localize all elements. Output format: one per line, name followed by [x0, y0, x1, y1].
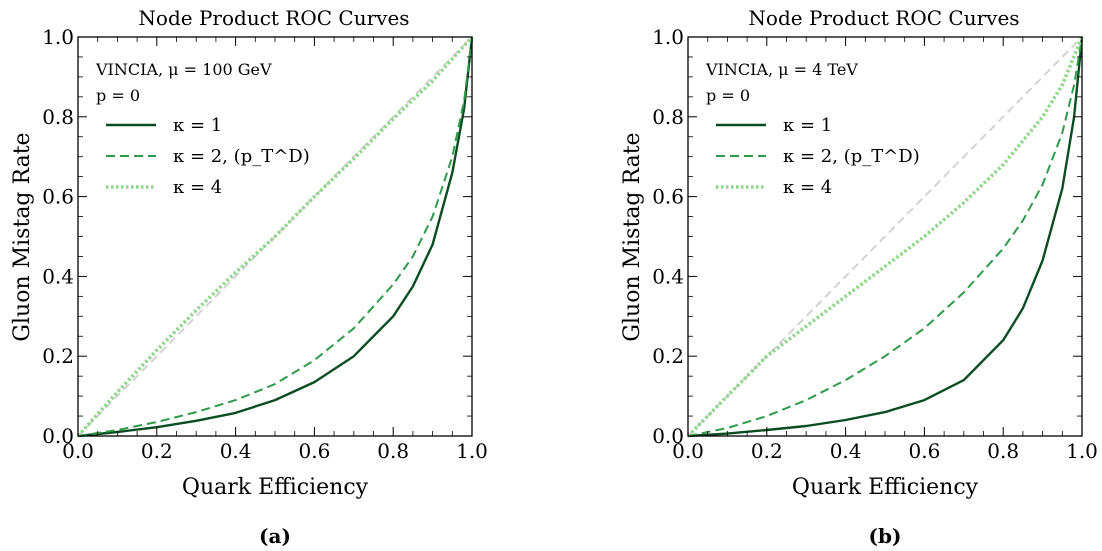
y-tick-label: 0.6: [42, 185, 74, 209]
y-tick-label: 0.6: [652, 185, 684, 209]
plot-lines: [76, 35, 474, 438]
plot-lines: [686, 36, 1084, 438]
x-tick-label: 0.2: [751, 439, 783, 463]
x-tick-label: 0.4: [830, 439, 862, 463]
subfigure-caption: (b): [869, 524, 902, 548]
legend-label-kappa-1: κ = 1: [173, 115, 222, 136]
series-line-kappa-2: [77, 36, 473, 437]
y-axis-label: Gluon Mistag Rate: [620, 132, 645, 341]
y-tick-label: 0.0: [652, 424, 684, 448]
annotation-generator: VINCIA, μ = 100 GeV: [95, 60, 272, 79]
reference-diagonal-line: [687, 36, 1083, 437]
y-axis-label: Gluon Mistag Rate: [10, 132, 35, 341]
x-tick-label: 0.6: [908, 439, 940, 463]
y-tick-label: 0.4: [652, 264, 684, 288]
y-tick-label: 0.4: [42, 264, 74, 288]
x-tick-label: 0.6: [298, 439, 330, 463]
y-tick-label: 0.8: [652, 105, 684, 129]
chart-panel-a: Node Product ROC Curves 0.00.00.20.20.40…: [10, 6, 488, 548]
plot-frame: [77, 36, 473, 437]
series-line-kappa-2: [687, 36, 1083, 437]
subfigure-caption: (a): [259, 524, 291, 548]
y-tick-label: 1.0: [42, 25, 74, 49]
x-tick-label: 0.8: [987, 439, 1019, 463]
legend-label-kappa-2: κ = 2, (p_T^D): [783, 146, 920, 167]
legend-label-kappa-3: κ = 4: [173, 177, 222, 198]
annotation-p: p = 0: [706, 86, 750, 105]
series-line-kappa-3: [686, 36, 1084, 438]
y-tick-label: 0.0: [42, 424, 74, 448]
y-tick-label: 1.0: [652, 25, 684, 49]
legend-label-kappa-1: κ = 1: [783, 115, 832, 136]
x-axis-label: Quark Efficiency: [182, 475, 369, 500]
x-tick-label: 0.4: [220, 439, 252, 463]
legend: κ = 1 κ = 2, (p_T^D) κ = 4: [716, 115, 920, 198]
axis-ticks: 0.00.0 0.2 0.2 0.4 0.4 0.6 0.6 0.8 0.8 1.0 1.0: [652, 25, 1098, 463]
annotation-p: p = 0: [96, 86, 140, 105]
legend-label-kappa-3: κ = 4: [783, 177, 832, 198]
annotation-generator: VINCIA, μ = 4 TeV: [705, 60, 858, 79]
x-tick-label: 0.8: [377, 439, 409, 463]
series-line-kappa-1: [77, 36, 474, 438]
series-line-kappa-1: [687, 36, 1084, 438]
x-tick-label: 0.0: [62, 439, 94, 463]
x-tick-label: 0.0: [672, 439, 704, 463]
x-tick-label: 1.0: [456, 439, 488, 463]
y-tick-label: 0.2: [42, 344, 74, 368]
chart-title: Node Product ROC Curves: [138, 6, 409, 30]
x-axis-label: Quark Efficiency: [792, 475, 979, 500]
y-tick-label: 0.8: [42, 105, 74, 129]
x-tick-label: 0.2: [141, 439, 173, 463]
plot-frame: [687, 36, 1083, 437]
x-tick-label: 1.0: [1066, 439, 1098, 463]
chart-title: Node Product ROC Curves: [748, 6, 1019, 30]
chart-panel-b: Node Product ROC Curves 0.00.00.20.20.40…: [620, 6, 1098, 548]
axis-ticks: 0.00.0 0.2 0.2 0.4 0.4 0.6 0.6 0.8 0.8 1.0 1.0: [42, 25, 488, 463]
legend-label-kappa-2: κ = 2, (p_T^D): [173, 146, 310, 167]
series-line-kappa-3: [76, 35, 474, 438]
legend: κ = 1 κ = 2, (p_T^D) κ = 4: [106, 115, 310, 198]
y-tick-label: 0.2: [652, 344, 684, 368]
